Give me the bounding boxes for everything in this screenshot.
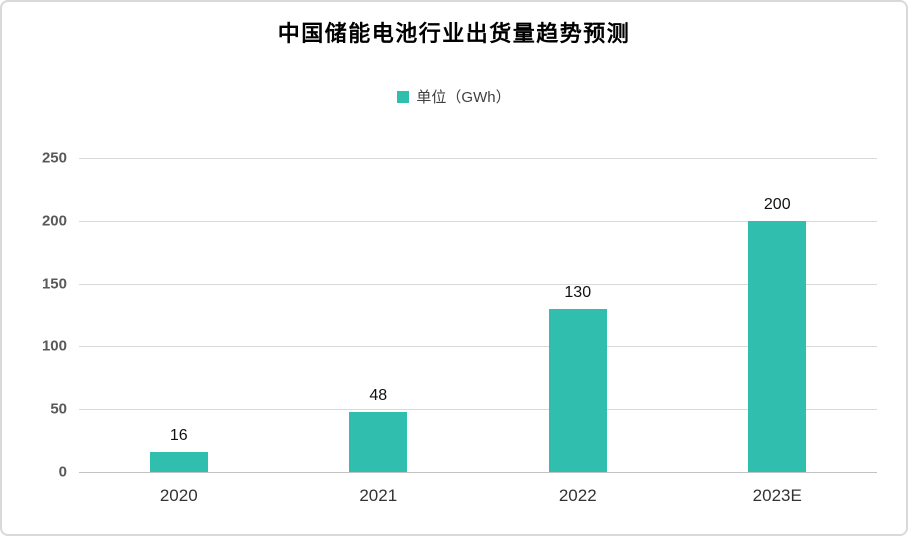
y-axis-tick-label: 100 bbox=[41, 337, 67, 355]
category-group: 200 2023E bbox=[678, 158, 878, 505]
legend-color-swatch bbox=[397, 90, 410, 103]
y-axis-tick-label: 150 bbox=[41, 275, 67, 293]
bar-value-label: 130 bbox=[564, 283, 592, 301]
x-axis-tick-label: 2020 bbox=[159, 486, 198, 505]
gridline bbox=[79, 220, 877, 222]
category-group: 16 2020 bbox=[79, 158, 279, 505]
legend-label: 单位（GWh） bbox=[416, 89, 511, 106]
x-axis-tick-label: 2023E bbox=[752, 486, 802, 505]
y-axis-tick-label: 250 bbox=[41, 149, 67, 167]
bar bbox=[748, 220, 807, 472]
x-axis-tick-label: 2021 bbox=[359, 486, 398, 505]
gridline bbox=[79, 409, 877, 411]
bar bbox=[149, 451, 208, 472]
bar-value-label: 16 bbox=[169, 426, 188, 444]
bar-value-label: 48 bbox=[369, 386, 388, 404]
x-axis-tick-label: 2022 bbox=[558, 486, 597, 505]
bar-value-label: 200 bbox=[763, 195, 791, 213]
chart-title: 中国储能电池行业出货量趋势预测 bbox=[277, 21, 631, 46]
gridline bbox=[79, 283, 877, 285]
category-group: 48 2021 bbox=[279, 158, 479, 505]
legend: 单位（GWh） bbox=[2, 86, 906, 107]
gridline bbox=[79, 158, 877, 159]
category-group: 130 2022 bbox=[478, 158, 678, 505]
y-axis-tick-label: 0 bbox=[58, 463, 67, 481]
gridline bbox=[79, 346, 877, 348]
x-axis-line bbox=[79, 472, 877, 473]
bar bbox=[548, 308, 607, 472]
y-axis-tick-label: 50 bbox=[50, 400, 67, 418]
y-axis-tick-label: 200 bbox=[41, 212, 67, 230]
plot-area: 0 50 100 150 200 250 16 2020 48 2021 130 2022 200 202… bbox=[42, 150, 878, 505]
bar bbox=[349, 411, 408, 472]
